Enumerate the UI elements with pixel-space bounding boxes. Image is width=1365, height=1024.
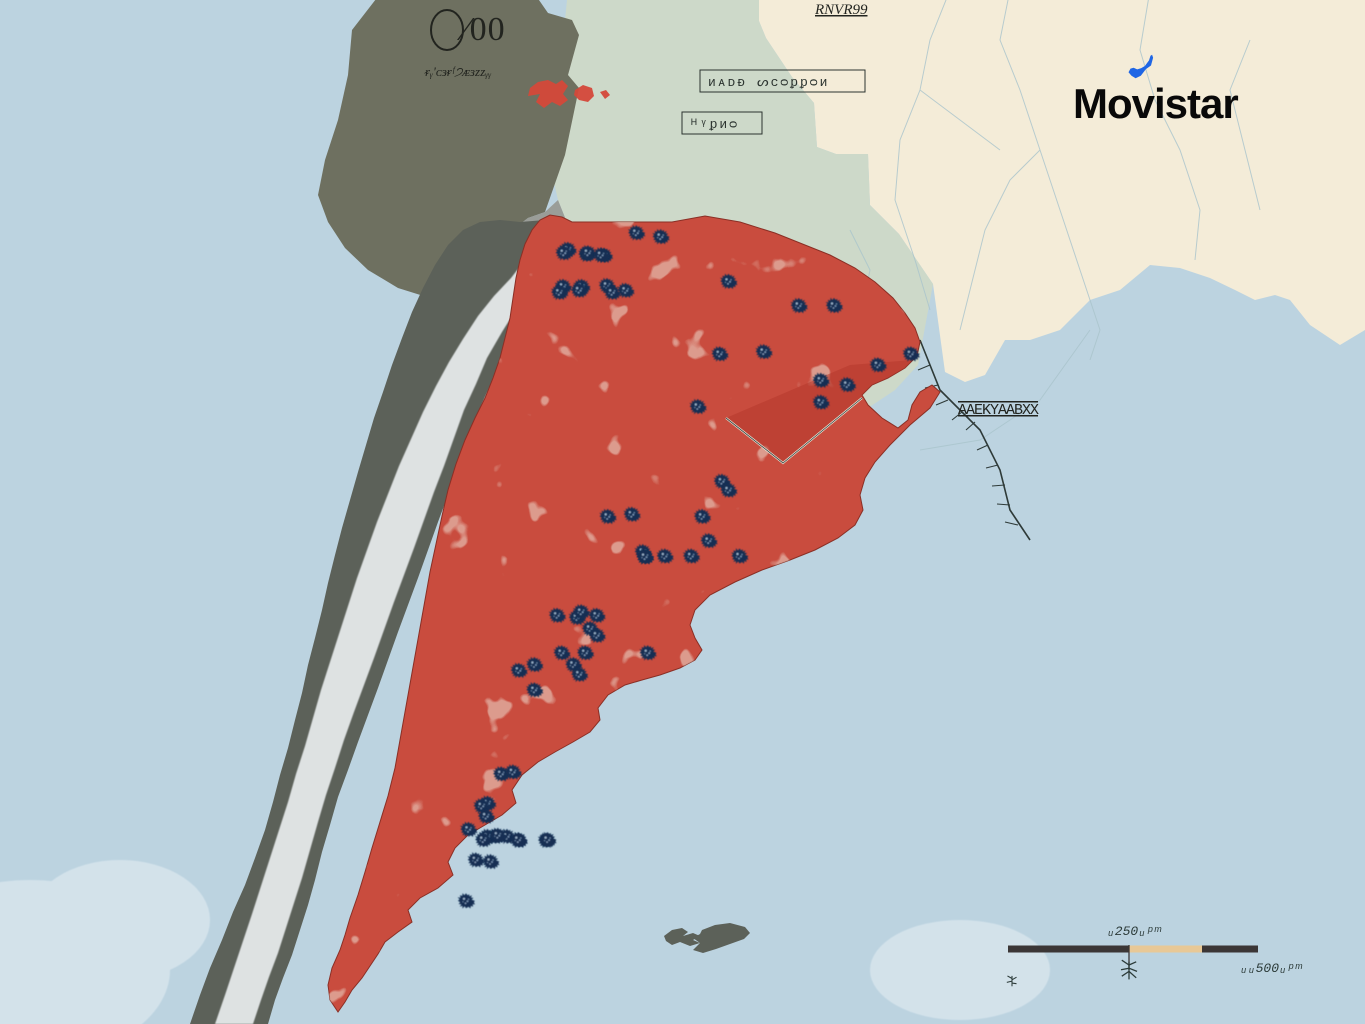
svg-text:RNVR99: RNVR99 (814, 2, 868, 18)
svg-text:ᵤ250ᵤᵖᵐ: ᵤ250ᵤᵖᵐ (1107, 924, 1162, 939)
svg-text:ᴎᴀᴅᴆ ᔕᴄᴑᵱᵱᴑᴎ: ᴎᴀᴅᴆ ᔕᴄᴑᵱᵱᴑᴎ (708, 75, 829, 90)
svg-text:ᴴᵞᵱᴎᴑ: ᴴᵞᵱᴎᴑ (690, 117, 739, 132)
svg-text:ᵲᵧ'ᴄᴈᵲᶠ੭ᴁᴈᴢᴢᵧᵧ: ᵲᵧ'ᴄᴈᵲᶠ੭ᴁᴈᴢᴢᵧᵧ (424, 64, 491, 79)
svg-text:⁄00: ⁄00 (456, 11, 506, 48)
svg-text:AAEKYAABXX: AAEKYAABXX (958, 402, 1039, 419)
svg-text:ᵤᵤ500ᵤᵖᵐ: ᵤᵤ500ᵤᵖᵐ (1240, 961, 1303, 976)
